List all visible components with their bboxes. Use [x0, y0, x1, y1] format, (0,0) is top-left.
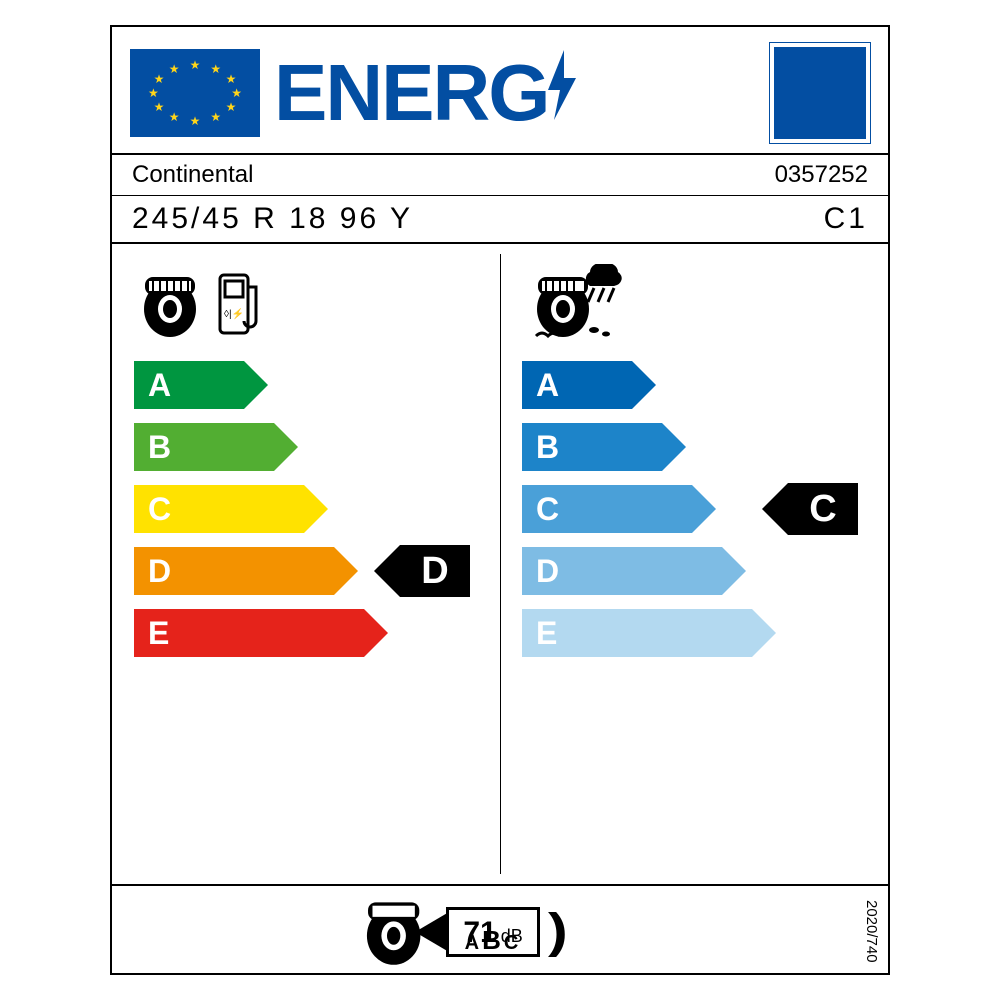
grade-label: E — [536, 615, 557, 652]
grade-row-b: B — [134, 419, 490, 475]
tyre-class: C1 — [824, 202, 868, 236]
rating-columns: ◊|⚡ ABCDDE ABCCDE — [112, 244, 888, 884]
grade-label: D — [148, 553, 171, 590]
grade-row-c: C — [134, 481, 490, 537]
rating-marker: C — [788, 483, 858, 535]
grade-label: E — [148, 615, 169, 652]
grade-label: A — [148, 367, 171, 404]
noise-class-letters: ABC — [465, 925, 522, 956]
eu-flag-icon: ★★★★★★★★★★★★ — [130, 49, 260, 137]
article-number: 0357252 — [775, 161, 868, 189]
fuel-efficiency-column: ◊|⚡ ABCDDE — [112, 244, 500, 884]
energy-title: ENERG — [274, 47, 756, 139]
grade-label: D — [536, 553, 559, 590]
eu-tyre-label: ★★★★★★★★★★★★ ENERG Continental 0357252 2… — [110, 25, 890, 975]
grade-label: A — [536, 367, 559, 404]
grade-label: C — [536, 491, 559, 528]
tyre-size: 245/45 R 18 96 Y — [132, 202, 413, 236]
regulation-number: 2020/740 — [863, 900, 880, 963]
wet-scale: ABCCDE — [522, 357, 878, 661]
fuel-icons: ◊|⚡ — [134, 256, 490, 351]
grade-row-e: E — [134, 605, 490, 661]
grade-label: B — [148, 429, 171, 466]
speaker-icon — [415, 912, 449, 952]
wet-grip-column: ABCCDE — [500, 244, 888, 884]
qr-code-icon — [770, 43, 870, 143]
grade-label: B — [536, 429, 559, 466]
tyre-icon — [140, 269, 210, 339]
grade-row-a: A — [522, 357, 878, 413]
rating-marker: D — [400, 545, 470, 597]
fuel-scale: ABCDDE — [134, 357, 490, 661]
grade-row-b: B — [522, 419, 878, 475]
grade-row-e: E — [522, 605, 878, 661]
speaker-db-box: 71 dB ABC — [446, 907, 539, 957]
grade-row-d: D — [522, 543, 878, 599]
energy-text: ENERG — [274, 47, 549, 139]
noise-section: 71 dB ABC ))) 2020/740 — [112, 884, 888, 973]
size-row: 245/45 R 18 96 Y C1 — [112, 195, 888, 244]
svg-text:◊|⚡: ◊|⚡ — [224, 307, 244, 320]
brand-row: Continental 0357252 — [112, 153, 888, 195]
wet-icons — [522, 256, 878, 351]
header: ★★★★★★★★★★★★ ENERG — [112, 27, 888, 153]
grade-row-a: A — [134, 357, 490, 413]
sound-waves-icon: ))) — [548, 904, 554, 959]
tyre-rain-icon — [528, 264, 628, 344]
grade-label: C — [148, 491, 171, 528]
grade-row-c: CC — [522, 481, 878, 537]
fuel-pump-icon: ◊|⚡ — [216, 269, 264, 339]
brand-name: Continental — [132, 161, 253, 189]
bolt-icon — [541, 47, 583, 139]
noise-box: 71 dB ABC ))) — [446, 904, 553, 959]
grade-row-d: DD — [134, 543, 490, 599]
